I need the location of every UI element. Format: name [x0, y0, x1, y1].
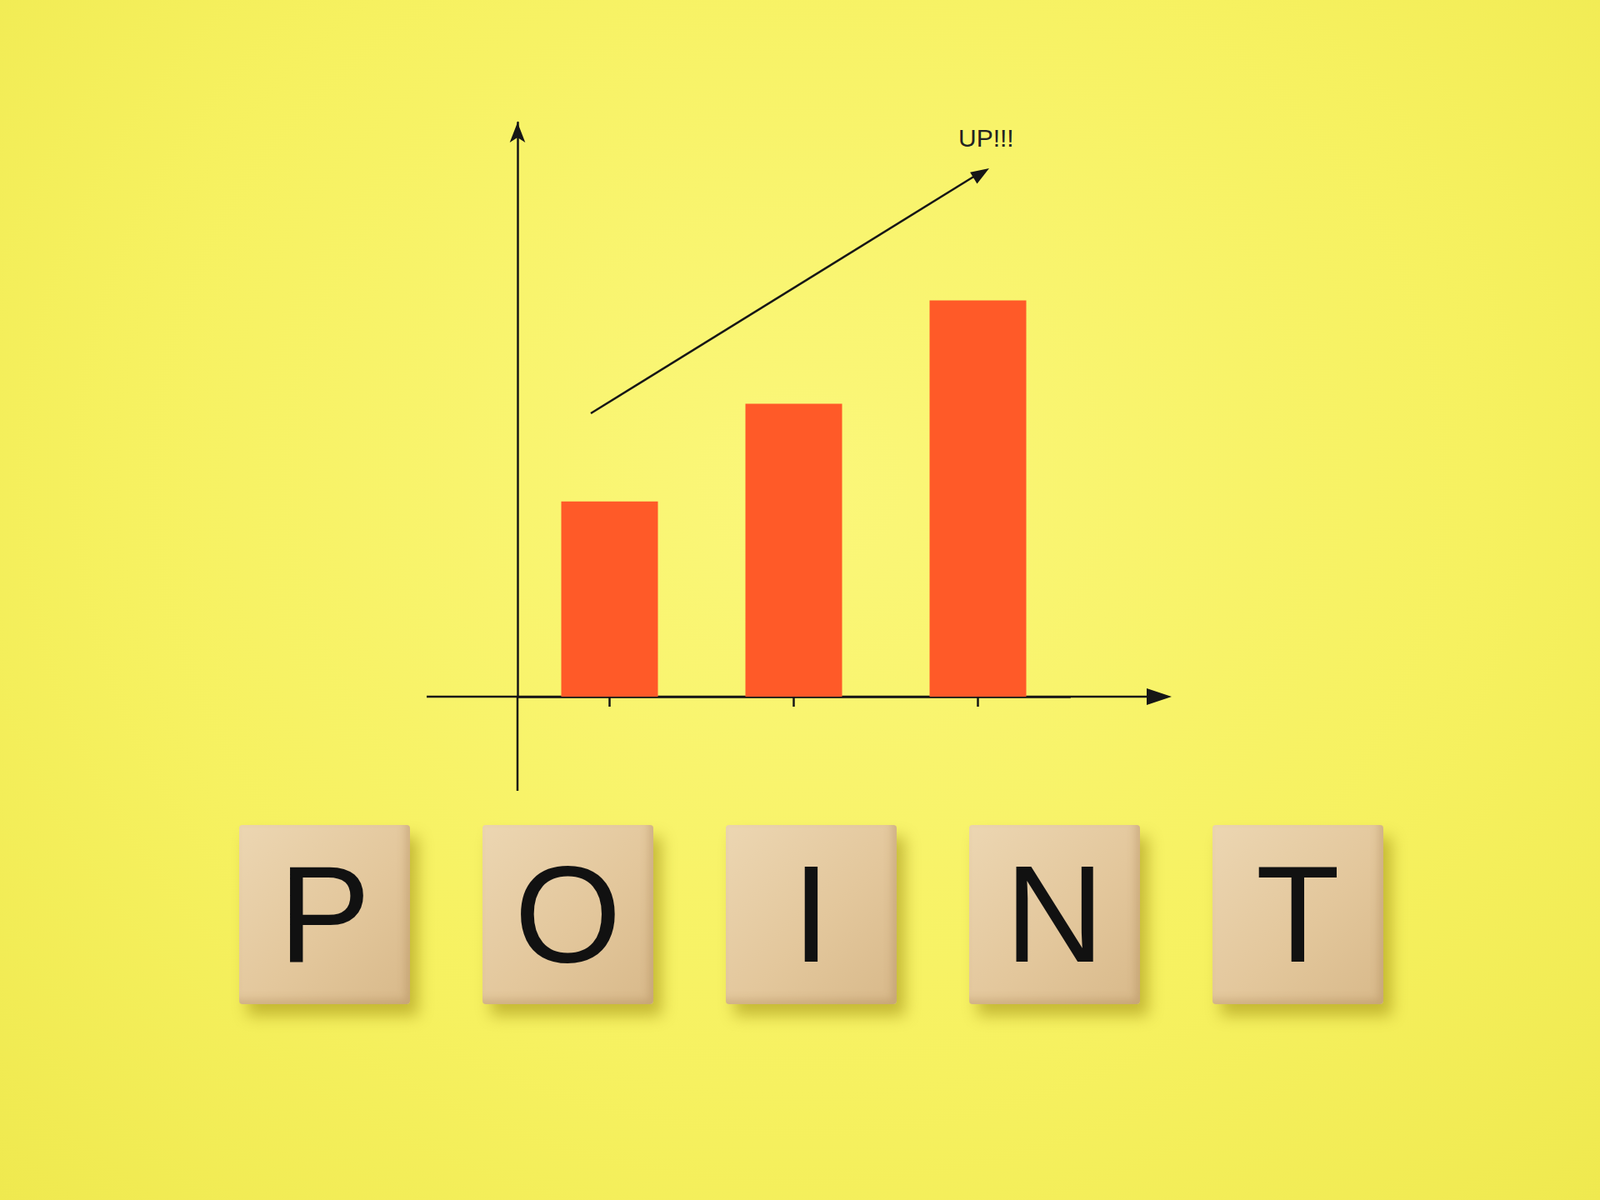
html-text:O: O	[514, 837, 622, 991]
svg-text:UP!!!: UP!!!	[958, 124, 1015, 152]
html-text:T: T	[1255, 837, 1340, 991]
html-text:N: N	[1004, 837, 1105, 991]
html-text:I: I	[792, 837, 831, 991]
html-text:P: P	[278, 837, 371, 991]
